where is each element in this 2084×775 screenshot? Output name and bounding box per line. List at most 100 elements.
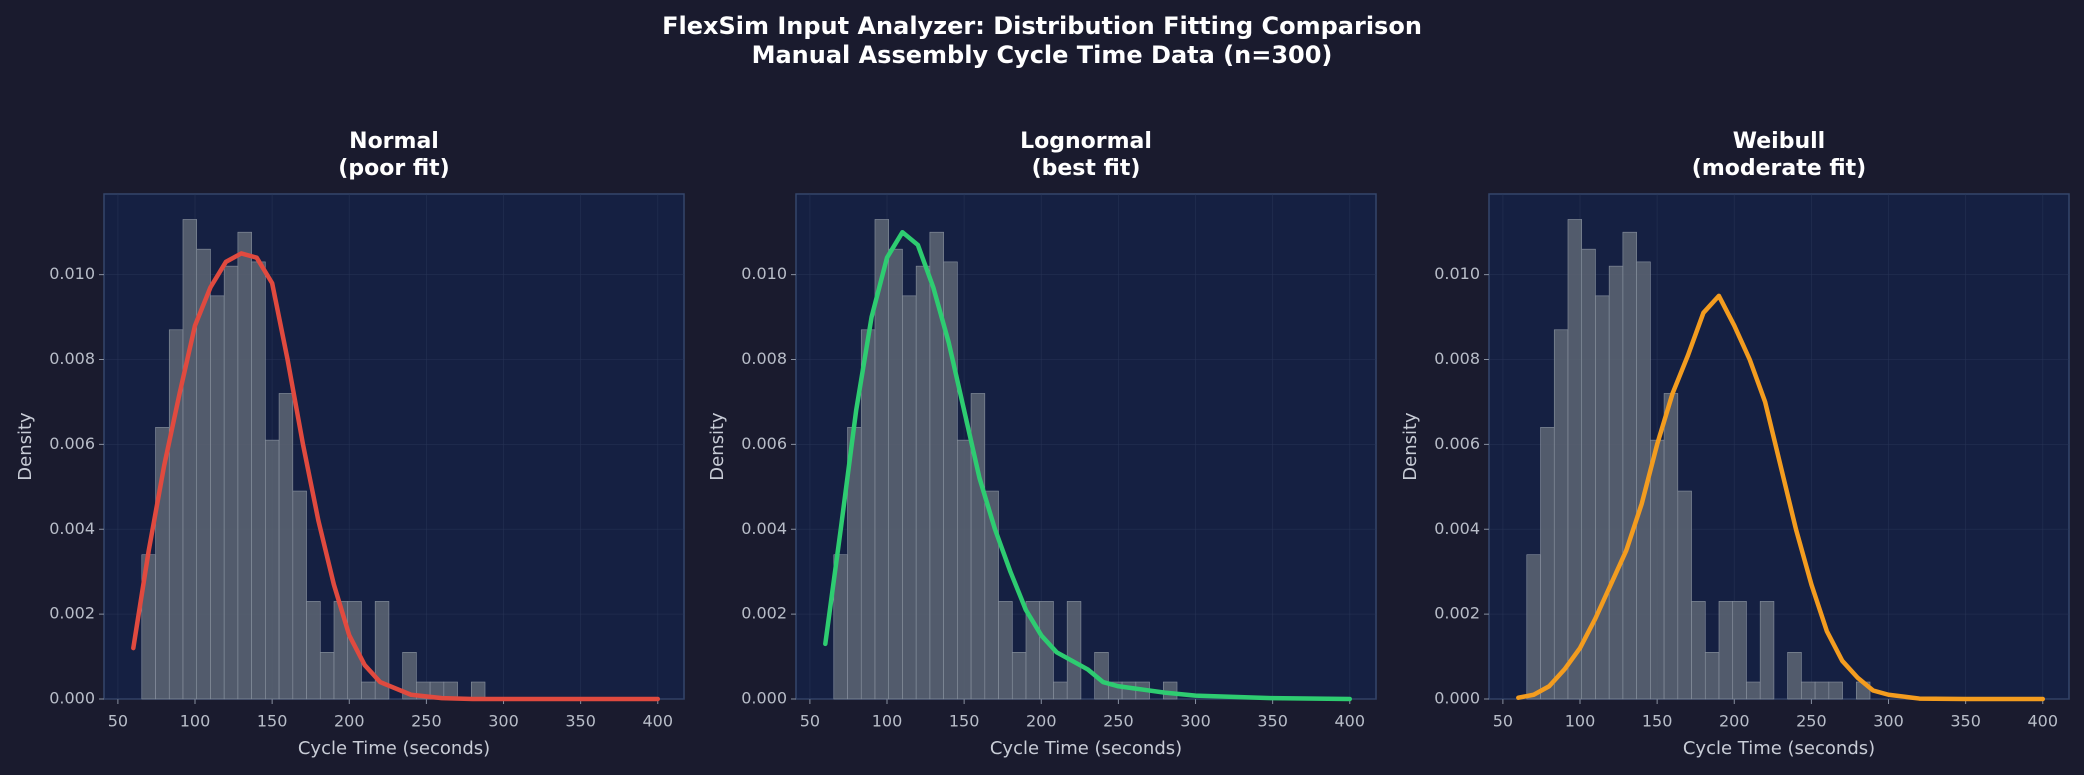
x-tick-label: 50: [108, 712, 128, 731]
histogram-bar: [1732, 601, 1747, 700]
y-tick-label: 0.010: [1434, 264, 1480, 283]
x-tick-label: 400: [1335, 712, 1366, 731]
histogram-bar: [1787, 652, 1802, 700]
histogram-bar: [278, 393, 294, 700]
histogram-bar: [1622, 231, 1637, 700]
x-tick-label: 200: [334, 712, 365, 731]
fit-curve: [823, 229, 1353, 702]
x-axis-label: Cycle Time (seconds): [990, 738, 1182, 759]
histogram-bar: [860, 329, 876, 700]
histogram-bar: [1828, 681, 1843, 700]
histogram-bar: [1540, 427, 1555, 700]
x-tick-label: 250: [1796, 712, 1827, 731]
y-tick-label: 0.000: [741, 689, 787, 708]
x-tick-label: 400: [2028, 712, 2059, 731]
y-tick-label: 0.008: [49, 349, 95, 368]
x-tick-label: 200: [1719, 712, 1750, 731]
histogram-bar: [915, 265, 931, 700]
subplot-title: Lognormal: [1020, 129, 1152, 154]
y-axis-label: Density: [707, 412, 728, 481]
histogram-bar: [1814, 681, 1830, 700]
subplot: 50 100 150 200 250 300 350 400 0.000 0.002 0.004 0.…: [1400, 129, 2070, 759]
x-tick-label: 100: [872, 712, 903, 731]
x-tick-label: 400: [643, 712, 674, 731]
fit-curve: [131, 251, 661, 702]
histogram-bar: [223, 265, 239, 700]
x-tick-label: 300: [1180, 712, 1211, 731]
x-tick-label: 100: [1565, 712, 1596, 731]
histogram-bar: [1066, 601, 1082, 700]
y-tick-label: 0.004: [741, 519, 787, 538]
y-tick-label: 0.010: [49, 264, 95, 283]
x-tick-label: 50: [800, 712, 820, 731]
histogram-bar: [1053, 681, 1068, 700]
y-tick-label: 0.004: [49, 519, 95, 538]
subplot-subtitle: (best fit): [1032, 156, 1141, 181]
y-tick-label: 0.002: [1434, 604, 1480, 623]
histogram-bar: [1039, 601, 1054, 700]
y-tick-label: 0.008: [741, 349, 787, 368]
subplot: 50 100 150 200 250 300 350 400 0.000 0.002 0.004 0.…: [15, 129, 685, 759]
x-tick-label: 150: [1642, 712, 1673, 731]
histogram-bar: [1759, 601, 1775, 700]
histogram-bar: [1718, 601, 1734, 700]
histogram-bar: [1691, 601, 1706, 700]
figure-title: FlexSim Input Analyzer: Distribution Fit…: [662, 12, 1422, 40]
histogram-bar: [1011, 652, 1027, 700]
subplot-title: Normal: [349, 129, 439, 154]
y-tick-label: 0.008: [1434, 349, 1480, 368]
histogram-bar: [374, 601, 390, 700]
x-tick-label: 150: [257, 712, 288, 731]
histogram-bar: [970, 393, 986, 700]
histogram-bar: [1677, 490, 1692, 700]
x-tick-label: 100: [180, 712, 211, 731]
histogram-bar: [1608, 265, 1624, 700]
fit-curve: [1516, 293, 2046, 702]
figure-subtitle: Manual Assembly Cycle Time Data (n=300): [752, 41, 1333, 69]
x-tick-label: 50: [1493, 712, 1513, 731]
histogram-bar: [1704, 652, 1720, 700]
histogram-bar: [984, 490, 999, 700]
histogram-bar: [251, 261, 266, 700]
histogram-bar: [319, 652, 335, 700]
histogram-bar: [182, 219, 198, 700]
histogram-bar: [1526, 554, 1541, 700]
y-tick-label: 0.002: [49, 604, 95, 623]
x-tick-label: 150: [949, 712, 980, 731]
x-tick-label: 200: [1026, 712, 1057, 731]
x-tick-label: 300: [488, 712, 519, 731]
y-tick-label: 0.006: [1434, 434, 1480, 453]
y-tick-label: 0.004: [1434, 519, 1480, 538]
histogram-bar: [1595, 295, 1610, 700]
subplot-subtitle: (moderate fit): [1692, 156, 1866, 181]
histogram-bar: [470, 681, 486, 700]
histogram-bar: [210, 295, 225, 700]
histogram-bar: [1567, 219, 1583, 700]
histogram-bar: [1650, 439, 1665, 700]
histogram-bar: [998, 601, 1013, 700]
y-tick-label: 0.000: [1434, 689, 1480, 708]
x-tick-label: 250: [1103, 712, 1134, 731]
x-tick-label: 300: [1873, 712, 1904, 731]
x-tick-label: 350: [565, 712, 596, 731]
histogram-bar: [361, 681, 376, 700]
histogram-bar: [402, 652, 417, 700]
histogram-bar: [1801, 681, 1816, 700]
y-tick-label: 0.006: [741, 434, 787, 453]
y-tick-label: 0.000: [49, 689, 95, 708]
histogram-bar: [237, 231, 252, 700]
histogram-bar: [957, 439, 972, 700]
y-axis-label: Density: [1400, 412, 1421, 481]
subplot-title: Weibull: [1733, 129, 1825, 154]
histogram-bar: [292, 490, 307, 700]
histogram-bar: [888, 248, 903, 700]
x-axis-label: Cycle Time (seconds): [1683, 738, 1875, 759]
x-tick-label: 250: [411, 712, 442, 731]
histogram-bar: [902, 295, 917, 700]
x-axis-label: Cycle Time (seconds): [298, 738, 490, 759]
subplot: 50 100 150 200 250 300 350 400 0.000 0.002 0.004 0.…: [707, 129, 1377, 759]
histogram-bar: [1663, 393, 1679, 700]
histogram-bar: [306, 601, 321, 700]
